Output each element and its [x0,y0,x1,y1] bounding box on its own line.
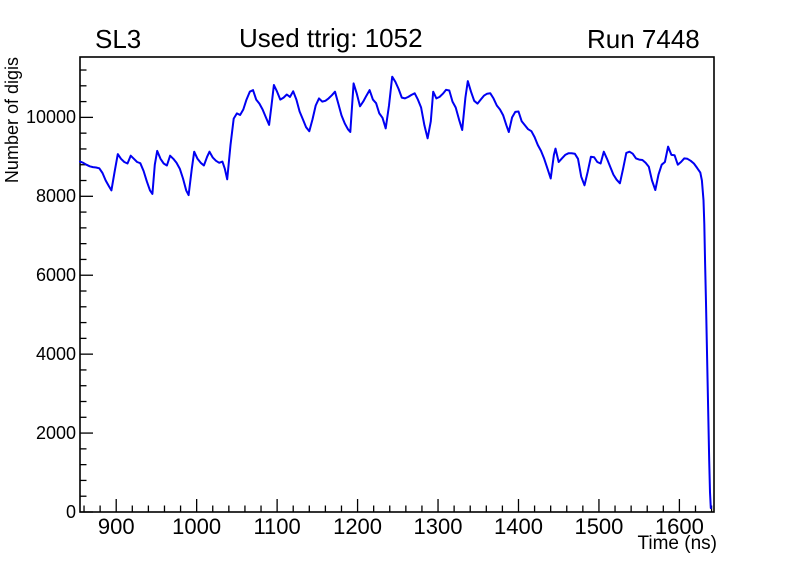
y-tick-label: 8000 [35,186,76,207]
y-tick-label: 4000 [35,344,76,365]
x-tick-label: 1100 [253,514,301,539]
y-axis-title: Number of digis [2,57,22,184]
x-tick-label: 1600 [654,514,704,539]
ttrig-label: Used ttrig: 1052 [239,23,423,53]
data-series-line [79,75,712,510]
x-tick-label: 1000 [172,514,222,539]
x-tick-label: 1500 [574,514,624,539]
x-tick-label: 900 [97,514,135,539]
x-axis-title: Time (ns) [637,533,717,554]
x-tick-label: 1400 [494,514,543,539]
y-tick-label: 6000 [35,265,76,286]
histogram-title: SL3 [95,24,142,54]
x-tick-label: 1300 [413,514,463,539]
axis-ticks [80,69,713,513]
y-tick-label: 0 [65,502,76,522]
y-tick-label: 2000 [35,423,76,444]
x-tick-label: 1200 [333,514,383,539]
run-number-label: Run 7448 [587,24,700,54]
y-tick-label: 10000 [25,107,76,128]
plot-frame [79,56,715,513]
